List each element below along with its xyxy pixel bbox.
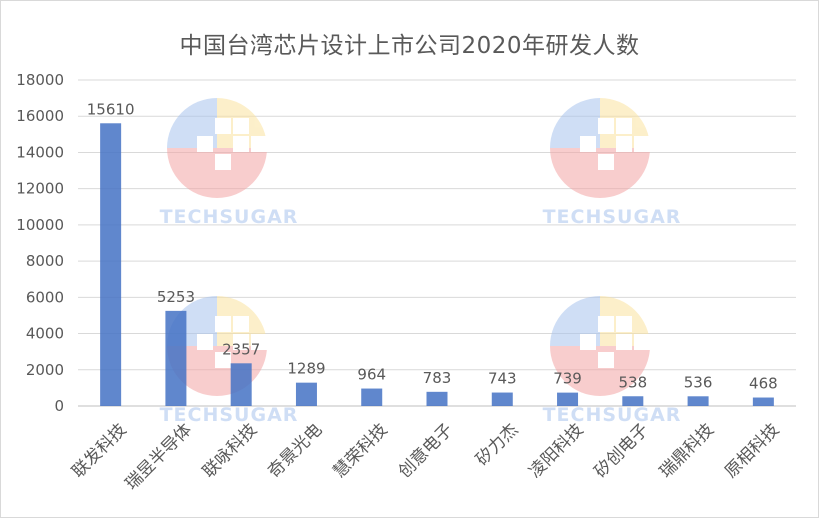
x-tick-label: 矽力杰 xyxy=(472,420,522,470)
watermark-cutout xyxy=(233,316,249,332)
watermark-quadrant xyxy=(550,296,600,346)
x-tick-label: 奇景光电 xyxy=(264,420,326,482)
watermark-cutout xyxy=(616,334,632,350)
data-label: 15610 xyxy=(87,100,135,118)
data-label: 1289 xyxy=(287,360,325,378)
watermark-cutout xyxy=(215,118,231,134)
watermark-text: TECHSUGAR xyxy=(160,404,299,426)
y-tick-label: 12000 xyxy=(16,180,64,198)
data-label: 2357 xyxy=(222,340,260,358)
data-label: 468 xyxy=(749,375,778,393)
bar xyxy=(230,363,252,406)
bar xyxy=(426,391,448,406)
x-tick-label: 原相科技 xyxy=(721,420,783,482)
watermark-cutout xyxy=(580,334,596,350)
watermark-cutout xyxy=(215,316,231,332)
watermark-text: TECHSUGAR xyxy=(543,206,682,228)
watermark-cutout xyxy=(634,334,650,350)
bar xyxy=(752,397,774,406)
watermark-layer: TECHSUGAR TECHSUGAR TECHSUGAR TECHSUGAR xyxy=(160,98,682,426)
data-label: 964 xyxy=(357,366,386,384)
y-tick-label: 16000 xyxy=(16,107,64,125)
data-label: 739 xyxy=(553,370,582,388)
watermark-cutout xyxy=(598,352,614,368)
y-tick-label: 8000 xyxy=(26,252,64,270)
techsugar-watermark: TECHSUGAR xyxy=(543,98,682,228)
y-tick-label: 14000 xyxy=(16,143,64,161)
watermark-quadrant xyxy=(167,98,217,148)
watermark-cutout xyxy=(616,316,632,332)
watermark-cutout xyxy=(616,136,632,152)
watermark-text: TECHSUGAR xyxy=(543,404,682,426)
watermark-cutout xyxy=(215,154,231,170)
watermark-cutout xyxy=(598,118,614,134)
watermark-cutout xyxy=(634,136,650,152)
watermark-cutout xyxy=(197,334,213,350)
x-tick-label: 联咏科技 xyxy=(199,420,261,482)
techsugar-watermark: TECHSUGAR xyxy=(160,98,299,228)
data-label: 743 xyxy=(488,370,517,388)
watermark-cutout xyxy=(233,136,249,152)
x-tick-label: 联发科技 xyxy=(68,420,130,482)
y-tick-label: 2000 xyxy=(26,361,64,379)
techsugar-watermark: TECHSUGAR xyxy=(543,296,682,426)
y-tick-label: 6000 xyxy=(26,288,64,306)
x-tick-label: 矽创电子 xyxy=(591,420,653,482)
data-label: 538 xyxy=(618,373,647,391)
x-tick-label: 瑞鼎科技 xyxy=(656,420,718,482)
watermark-cutout xyxy=(197,136,213,152)
watermark-cutout xyxy=(251,136,267,152)
watermark-cutout xyxy=(598,154,614,170)
y-tick-label: 10000 xyxy=(16,216,64,234)
x-tick-label: 慧荣科技 xyxy=(330,420,392,482)
bar xyxy=(295,382,317,406)
bars xyxy=(100,123,774,406)
x-tick-label: 凌阳科技 xyxy=(525,420,587,482)
watermark-cutout xyxy=(215,352,231,368)
data-labels: 15610 5253 2357 1289 964 783 743 739 538 536 468 xyxy=(87,100,778,392)
data-label: 783 xyxy=(423,369,452,387)
watermark-quadrant xyxy=(167,148,217,198)
data-label: 5253 xyxy=(157,288,195,306)
watermark-cutout xyxy=(251,334,267,350)
watermark-quadrant xyxy=(550,148,600,198)
bar xyxy=(361,388,383,406)
watermark-quadrant xyxy=(550,98,600,148)
watermark-cutout xyxy=(598,316,614,332)
y-tick-label: 0 xyxy=(54,397,64,415)
bar xyxy=(100,123,122,406)
bar xyxy=(491,392,513,406)
bar xyxy=(165,310,187,406)
y-tick-label: 18000 xyxy=(16,71,64,89)
watermark-cutout xyxy=(580,136,596,152)
bar xyxy=(622,396,644,406)
bar xyxy=(687,396,709,406)
chart-title: 中国台湾芯片设计上市公司2020年研发人数 xyxy=(179,33,640,59)
watermark-text: TECHSUGAR xyxy=(160,206,299,228)
data-label: 536 xyxy=(684,373,713,391)
watermark-quadrant xyxy=(550,346,600,396)
watermark-cutout xyxy=(233,334,249,350)
watermark-cutout xyxy=(233,118,249,134)
y-axis-tick-labels: 0 2000 4000 6000 8000 10000 12000 14000 16000 180… xyxy=(16,71,64,415)
bar xyxy=(557,392,579,406)
watermark-cutout xyxy=(616,118,632,134)
x-tick-label: 创意电子 xyxy=(395,420,457,482)
y-tick-label: 4000 xyxy=(26,325,64,343)
x-tick-label: 瑞昱半导体 xyxy=(122,420,196,494)
